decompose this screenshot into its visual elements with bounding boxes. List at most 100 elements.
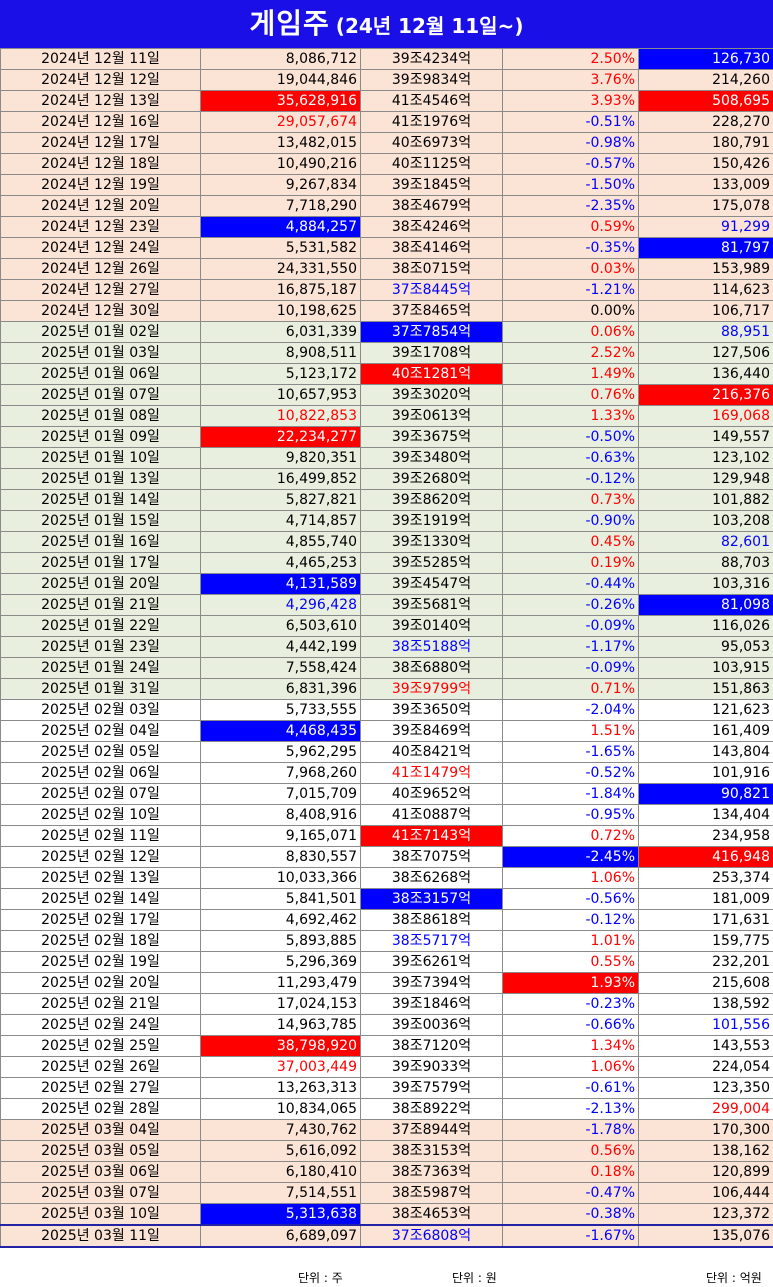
trading-value-cell: 224,054: [638, 1056, 773, 1078]
unit-volume-label: 단위 : 주: [298, 1271, 343, 1285]
volume-cell: 6,180,410: [200, 1161, 361, 1183]
market-cap-cell: 38조0715억: [360, 258, 503, 280]
change-rate-cell: 1.06%: [502, 1056, 639, 1078]
change-rate-cell: -0.66%: [502, 1014, 639, 1036]
trading-value-cell: 95,053: [638, 636, 773, 658]
date-cell: 2025년 03월 06일: [0, 1161, 201, 1183]
table-row: 2025년 02월 06일 7,968,260 41조1479억 -0.52% 101,…: [0, 762, 773, 784]
change-rate-cell: -0.98%: [502, 132, 639, 154]
date-cell: 2025년 02월 24일: [0, 1014, 201, 1036]
volume-cell: 13,263,313: [200, 1077, 361, 1099]
date-cell: 2025년 02월 26일: [0, 1056, 201, 1078]
market-cap-cell: 39조7579억: [360, 1077, 503, 1099]
trading-value-cell: 121,623: [638, 699, 773, 721]
date-cell: 2024년 12월 20일: [0, 195, 201, 217]
date-cell: 2025년 02월 04일: [0, 720, 201, 742]
stock-table: 2024년 12월 11일 8,086,712 39조4234억 2.50% 126,7…: [0, 48, 773, 1248]
trading-value-cell: 161,409: [638, 720, 773, 742]
date-cell: 2024년 12월 23일: [0, 216, 201, 238]
table-row: 2025년 02월 21일 17,024,153 39조1846억 -0.23% 138…: [0, 993, 773, 1015]
volume-cell: 10,033,366: [200, 867, 361, 889]
market-cap-cell: 40조1281억: [360, 363, 503, 385]
table-row: 2025년 01월 31일 6,831,396 39조9799억 0.71% 151,8…: [0, 678, 773, 700]
volume-cell: 10,834,065: [200, 1098, 361, 1120]
table-row: 2024년 12월 19일 9,267,834 39조1845억 -1.50% 133,…: [0, 174, 773, 196]
trading-value-cell: 82,601: [638, 531, 773, 553]
table-row: 2025년 02월 28일 10,834,065 38조8922억 -2.13% 299…: [0, 1098, 773, 1120]
market-cap-cell: 38조8922억: [360, 1098, 503, 1120]
market-cap-cell: 38조6268억: [360, 867, 503, 889]
change-rate-cell: -0.61%: [502, 1077, 639, 1099]
market-cap-cell: 39조4547억: [360, 573, 503, 595]
trading-value-cell: 129,948: [638, 468, 773, 490]
change-rate-cell: 2.52%: [502, 342, 639, 364]
table-row: 2025년 01월 20일 4,131,589 39조4547억 -0.44% 103,…: [0, 573, 773, 595]
volume-cell: 8,830,557: [200, 846, 361, 868]
volume-cell: 5,123,172: [200, 363, 361, 385]
table-row: 2025년 01월 02일 6,031,339 37조7854억 0.06% 88,95…: [0, 321, 773, 343]
volume-cell: 10,822,853: [200, 405, 361, 427]
date-cell: 2025년 01월 09일: [0, 426, 201, 448]
volume-cell: 6,689,097: [200, 1224, 361, 1248]
volume-cell: 5,616,092: [200, 1140, 361, 1162]
table-row: 2024년 12월 12일 19,044,846 39조9834억 3.76% 214,…: [0, 69, 773, 91]
market-cap-cell: 39조9799억: [360, 678, 503, 700]
date-cell: 2025년 02월 10일: [0, 804, 201, 826]
change-rate-cell: 1.49%: [502, 363, 639, 385]
trading-value-cell: 143,553: [638, 1035, 773, 1057]
trading-value-cell: 88,951: [638, 321, 773, 343]
change-rate-cell: 0.45%: [502, 531, 639, 553]
trading-value-cell: 151,863: [638, 678, 773, 700]
table-row: 2024년 12월 30일 10,198,625 37조8465억 0.00% 106,…: [0, 300, 773, 322]
table-row: 2024년 12월 17일 13,482,015 40조6973억 -0.98% 180…: [0, 132, 773, 154]
change-rate-cell: 0.18%: [502, 1161, 639, 1183]
table-row: 2025년 01월 06일 5,123,172 40조1281억 1.49% 136,4…: [0, 363, 773, 385]
trading-value-cell: 149,557: [638, 426, 773, 448]
date-cell: 2025년 01월 06일: [0, 363, 201, 385]
change-rate-cell: -0.90%: [502, 510, 639, 532]
date-cell: 2025년 02월 03일: [0, 699, 201, 721]
volume-cell: 5,733,555: [200, 699, 361, 721]
market-cap-cell: 39조1845억: [360, 174, 503, 196]
trading-value-cell: 106,444: [638, 1182, 773, 1204]
table-row: 2025년 02월 03일 5,733,555 39조3650억 -2.04% 121,…: [0, 699, 773, 721]
date-cell: 2025년 01월 14일: [0, 489, 201, 511]
market-cap-cell: 39조7394억: [360, 972, 503, 994]
trading-value-cell: 135,076: [638, 1224, 773, 1248]
trading-value-cell: 101,916: [638, 762, 773, 784]
market-cap-cell: 39조8620억: [360, 489, 503, 511]
date-cell: 2025년 01월 08일: [0, 405, 201, 427]
volume-cell: 24,331,550: [200, 258, 361, 280]
change-rate-cell: -0.35%: [502, 237, 639, 259]
change-rate-cell: 0.59%: [502, 216, 639, 238]
trading-value-cell: 136,440: [638, 363, 773, 385]
date-cell: 2025년 01월 21일: [0, 594, 201, 616]
trading-value-cell: 228,270: [638, 111, 773, 133]
table-row: 2025년 01월 10일 9,820,351 39조3480억 -0.63% 123,…: [0, 447, 773, 469]
market-cap-cell: 38조5188억: [360, 636, 503, 658]
trading-value-cell: 170,300: [638, 1119, 773, 1141]
volume-cell: 10,198,625: [200, 300, 361, 322]
change-rate-cell: 0.03%: [502, 258, 639, 280]
market-cap-cell: 37조8445억: [360, 279, 503, 301]
date-cell: 2025년 02월 05일: [0, 741, 201, 763]
change-rate-cell: -0.50%: [502, 426, 639, 448]
table-row: 2025년 02월 04일 4,468,435 39조8469억 1.51% 161,4…: [0, 720, 773, 742]
volume-cell: 6,031,339: [200, 321, 361, 343]
market-cap-cell: 40조8421억: [360, 741, 503, 763]
table-row: 2025년 02월 25일 38,798,920 38조7120억 1.34% 143,…: [0, 1035, 773, 1057]
table-row: 2025년 03월 04일 7,430,762 37조8944억 -1.78% 170,…: [0, 1119, 773, 1141]
trading-value-cell: 81,797: [638, 237, 773, 259]
date-cell: 2025년 01월 31일: [0, 678, 201, 700]
table-row: 2025년 03월 10일 5,313,638 38조4653억 -0.38% 123,…: [0, 1203, 773, 1226]
change-rate-cell: 1.93%: [502, 972, 639, 994]
trading-value-cell: 123,102: [638, 447, 773, 469]
change-rate-cell: -1.84%: [502, 783, 639, 805]
table-row: 2025년 02월 26일 37,003,449 39조9033억 1.06% 224,…: [0, 1056, 773, 1078]
market-cap-cell: 38조5987억: [360, 1182, 503, 1204]
table-row: 2024년 12월 11일 8,086,712 39조4234억 2.50% 126,7…: [0, 48, 773, 70]
date-cell: 2024년 12월 24일: [0, 237, 201, 259]
date-cell: 2025년 01월 15일: [0, 510, 201, 532]
trading-value-cell: 123,372: [638, 1203, 773, 1226]
market-cap-cell: 38조7075억: [360, 846, 503, 868]
